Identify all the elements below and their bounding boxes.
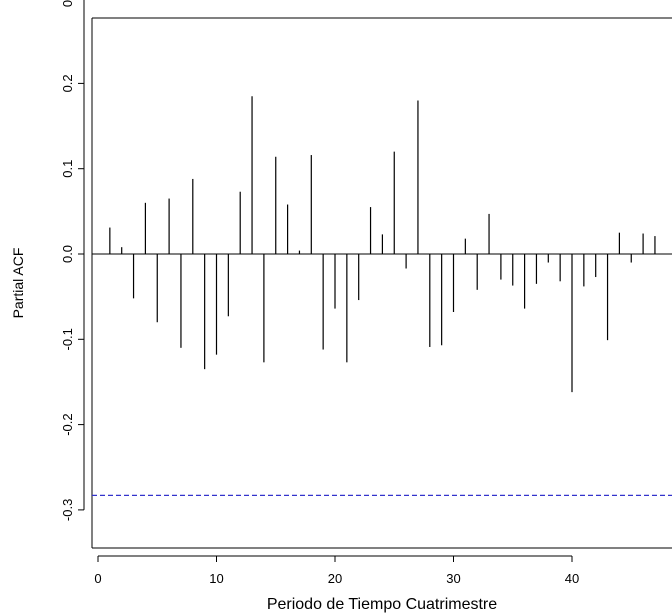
y-axis: -0.3 -0.2 -0.1 0.0 0.1 0.2 0.3 [60,0,85,521]
x-tick-label: 30 [446,571,460,586]
x-axis-title: Periodo de Tiempo Cuatrimestre [267,596,497,613]
x-tick-label: 10 [209,571,223,586]
pacf-spikes [109,96,656,393]
y-tick-label: 0.2 [60,74,75,92]
y-axis-title: Partial ACF [10,248,26,319]
y-tick-label: 0.3 [60,0,75,7]
x-tick-label: 0 [94,571,101,586]
y-tick-label: -0.3 [60,499,75,521]
x-tick-label: 40 [565,571,579,586]
confidence-bounds [92,494,672,496]
plot-frame [91,17,672,549]
y-tick-label: -0.2 [60,413,75,435]
y-tick-label: 0.1 [60,160,75,178]
y-tick-label: 0.0 [60,245,75,263]
y-tick-label: -0.1 [60,328,75,350]
x-axis: 0 10 20 30 40 [94,555,579,586]
x-tick-label: 20 [328,571,342,586]
